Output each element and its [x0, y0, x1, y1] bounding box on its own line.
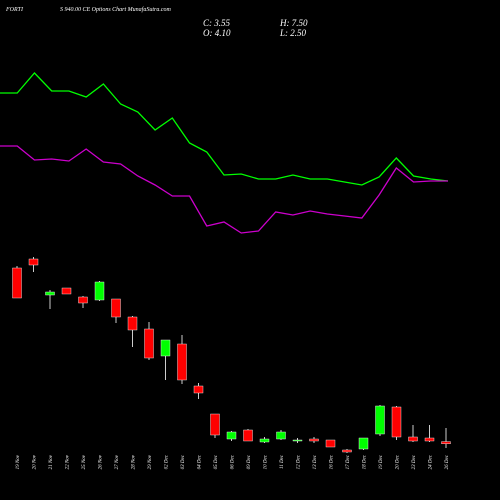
x-tick-label: 11 Dec	[280, 454, 285, 469]
open-stat: O: 4.10	[203, 28, 231, 38]
x-tick-label: 09 Dec	[247, 454, 252, 469]
candle-body	[111, 298, 121, 318]
candle-body	[243, 429, 253, 442]
x-tick-label: 22 Nov	[66, 454, 71, 469]
candle-body	[127, 316, 138, 331]
candle-body	[375, 405, 385, 435]
x-tick-label: 13 Dec	[313, 454, 318, 469]
x-tick-label: 03 Dec	[181, 454, 186, 469]
x-tick-label: 25 Nov	[82, 454, 87, 469]
x-tick-label: 26 Nov	[99, 454, 104, 469]
candle-body	[292, 439, 303, 442]
indicator-line	[0, 145, 448, 234]
x-tick-label: 12 Dec	[297, 454, 302, 469]
x-tick-label: 19 Nov	[16, 454, 21, 469]
candle-body	[45, 291, 55, 296]
x-tick-label: 18 Dec	[363, 454, 368, 469]
close-stat: C: 3.55	[203, 18, 231, 28]
candle-body	[177, 343, 187, 381]
candle-body	[441, 441, 451, 445]
candle-body	[78, 296, 88, 304]
candle-body	[28, 258, 39, 266]
x-tick-label: 17 Dec	[346, 454, 351, 469]
candle-body	[210, 413, 220, 436]
x-tick-label: 28 Nov	[132, 454, 137, 469]
x-tick-label: 04 Dec	[198, 454, 203, 469]
x-tick-label: 02 Dec	[165, 454, 170, 469]
x-tick-label: 05 Dec	[214, 454, 219, 469]
candle-body	[325, 439, 336, 448]
high-stat: H: 7.50	[279, 18, 308, 28]
candle-body	[424, 437, 435, 442]
x-tick-label: 26 Dec	[445, 454, 450, 469]
x-tick-label: 06 Dec	[231, 454, 236, 469]
candle-body	[391, 406, 402, 438]
candle-body	[160, 339, 171, 357]
x-tick-label: 20 Nov	[33, 454, 38, 469]
x-tick-label: 21 Nov	[49, 454, 54, 469]
candle-body	[259, 438, 270, 443]
candle-body	[226, 431, 237, 440]
candle-body	[94, 281, 105, 301]
x-tick-label: 16 Dec	[330, 454, 335, 469]
low-stat: L: 2.50	[279, 28, 307, 38]
x-tick-label: 19 Dec	[379, 454, 384, 469]
x-tick-label: 27 Nov	[115, 454, 120, 469]
title-right: S 940.00 CE Options Chart MunafaSutra.co…	[60, 6, 172, 13]
x-tick-label: 20 Dec	[396, 454, 401, 469]
x-tick-label: 23 Dec	[412, 454, 417, 469]
x-tick-label: 24 Dec	[429, 454, 434, 469]
indicator-line	[0, 72, 449, 186]
x-tick-label: 29 Nov	[148, 454, 153, 469]
candle-body	[358, 437, 369, 450]
candle-body	[309, 438, 319, 442]
candle-body	[276, 431, 286, 440]
title-left: FORTI	[5, 7, 24, 13]
candle-body	[12, 267, 22, 299]
candle-body	[342, 449, 352, 453]
candle-body	[144, 328, 154, 359]
candle-body	[408, 436, 418, 442]
candle-body	[193, 385, 204, 394]
x-tick-label: 10 Dec	[264, 454, 269, 469]
candle-body	[61, 287, 72, 295]
